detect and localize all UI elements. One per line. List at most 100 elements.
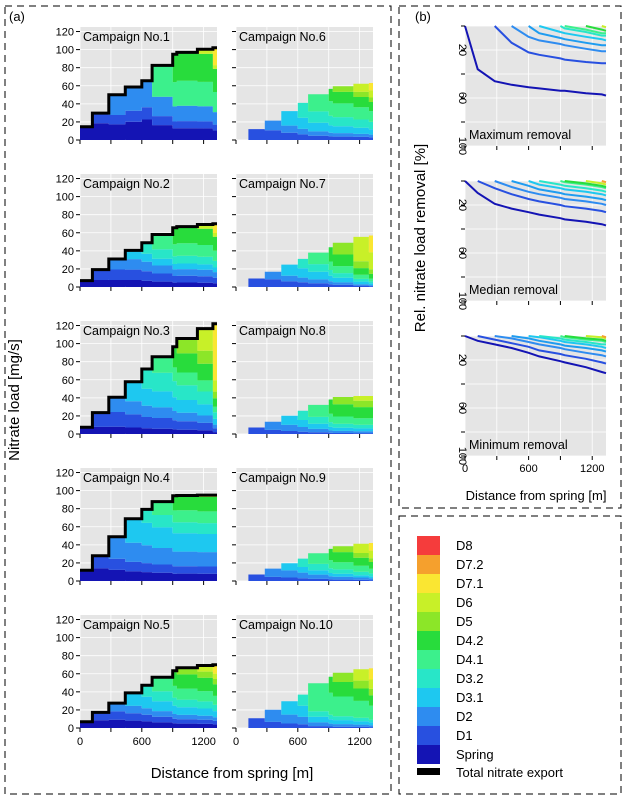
removal-panel-title: Maximum removal <box>469 128 571 142</box>
legend-label: D3.2 <box>456 671 483 686</box>
area-D4.1 <box>152 356 217 413</box>
y-tick-label: 60 <box>456 402 468 414</box>
legend-swatch <box>417 593 440 612</box>
y-tick-label: 80 <box>62 63 74 75</box>
y-tick-label: 100 <box>456 447 468 465</box>
removal-panel: Maximum removal 20 60 100 <box>456 25 607 155</box>
panel-b-ylabel: Rel. nitrate load removal [%] <box>412 144 429 332</box>
removal-line <box>511 25 606 53</box>
area-D4.1 <box>308 94 373 122</box>
y-tick-label: 120 <box>56 174 74 186</box>
y-tick-label: 80 <box>62 651 74 663</box>
area-D3.1 <box>125 518 217 553</box>
legend-swatch <box>417 726 440 745</box>
y-tick-label: 120 <box>56 27 74 39</box>
area-D1 <box>92 711 217 725</box>
area-D3.1 <box>125 250 217 273</box>
removal-line <box>511 180 607 202</box>
area-D1 <box>248 427 373 434</box>
legend-label: D7.1 <box>456 576 483 591</box>
area-D1 <box>92 412 217 433</box>
area-D3.2 <box>297 102 373 130</box>
area-D1 <box>92 555 217 574</box>
legend-label: D4.2 <box>456 633 483 648</box>
legend-swatch <box>417 555 440 574</box>
area-D4.1 <box>152 65 217 113</box>
x-tick-label: 1200 <box>191 736 215 748</box>
area-D2 <box>264 271 373 287</box>
area-Spring <box>80 119 217 140</box>
area-Spring <box>80 280 217 287</box>
y-tick-label: 100 <box>56 45 74 57</box>
campaign-panel: Campaign No.7 <box>232 174 373 291</box>
area-D5 <box>332 672 373 696</box>
campaign-panel: Campaign No.9 <box>232 468 373 585</box>
total-export-line <box>80 222 217 283</box>
area-D4.2 <box>328 247 373 279</box>
area-D5 <box>332 86 373 102</box>
y-tick-label: 100 <box>456 137 468 155</box>
area-D5 <box>332 397 373 408</box>
area-D5 <box>176 667 217 685</box>
campaign-title: Campaign No.1 <box>83 30 170 44</box>
y-tick-label: 20 <box>456 354 468 366</box>
removal-line <box>494 180 607 206</box>
area-D4.2 <box>328 676 373 706</box>
y-tick-label: 20 <box>62 264 74 276</box>
panel-a-label: (a) <box>9 9 25 24</box>
x-tick-label: 0 <box>233 736 239 748</box>
area-D3.2 <box>141 242 217 268</box>
area-D3.1 <box>281 264 373 286</box>
y-tick-label: 20 <box>62 558 74 570</box>
x-tick-label: 600 <box>133 736 151 748</box>
y-tick-label: 100 <box>56 339 74 351</box>
area-D3.2 <box>297 410 373 429</box>
campaign-panel: Campaign No.4 0 20 40 60 80 100 120 <box>56 468 217 588</box>
area-D2 <box>264 120 373 138</box>
y-tick-label: 80 <box>62 210 74 222</box>
removal-line <box>601 180 607 184</box>
panel-b-label: (b) <box>415 9 431 24</box>
y-tick-label: 60 <box>62 522 74 534</box>
legend-swatch-total <box>417 768 440 775</box>
area-D7.1 <box>368 668 373 680</box>
panel-a-frame <box>4 5 392 795</box>
campaign-panel: Campaign No.6 <box>232 27 373 144</box>
area-D3.2 <box>141 369 217 419</box>
campaign-title: Campaign No.8 <box>239 324 326 338</box>
removal-line <box>477 335 607 365</box>
area-D3.1 <box>281 701 373 726</box>
legend-label: D3.1 <box>456 690 483 705</box>
area-D2 <box>108 397 217 429</box>
y-tick-label: 80 <box>62 357 74 369</box>
area-D1 <box>248 278 373 287</box>
legend-label: D6 <box>456 595 473 610</box>
area-D7.1 <box>212 323 217 381</box>
y-tick-label: 0 <box>68 282 74 294</box>
area-D4.2 <box>328 88 373 112</box>
y-tick-label: 0 <box>68 576 74 588</box>
area-Spring <box>80 426 217 434</box>
area-D3.2 <box>297 558 373 577</box>
removal-line <box>601 25 607 29</box>
y-tick-label: 0 <box>68 723 74 735</box>
area-D4.2 <box>328 548 373 569</box>
legend-swatch <box>417 574 440 593</box>
campaign-title: Campaign No.9 <box>239 471 326 485</box>
legend-label: D1 <box>456 728 473 743</box>
area-D4.1 <box>308 683 373 720</box>
y-tick-label: 40 <box>62 687 74 699</box>
campaign-panel: Campaign No.1 0 20 40 60 80 100 120 <box>56 27 217 147</box>
area-D3.1 <box>125 381 217 425</box>
x-tick-label: 0 <box>462 463 468 475</box>
y-tick-label: 120 <box>56 615 74 627</box>
total-export-line <box>80 493 217 572</box>
campaign-panel: Campaign No.3 0 20 40 60 80 100 120 <box>56 321 217 441</box>
plot-background <box>465 26 606 146</box>
area-D6 <box>353 83 373 98</box>
x-tick-label: 1200 <box>347 736 371 748</box>
campaign-title: Campaign No.4 <box>83 471 170 485</box>
area-D1 <box>248 718 373 728</box>
x-tick-label: 600 <box>289 736 307 748</box>
